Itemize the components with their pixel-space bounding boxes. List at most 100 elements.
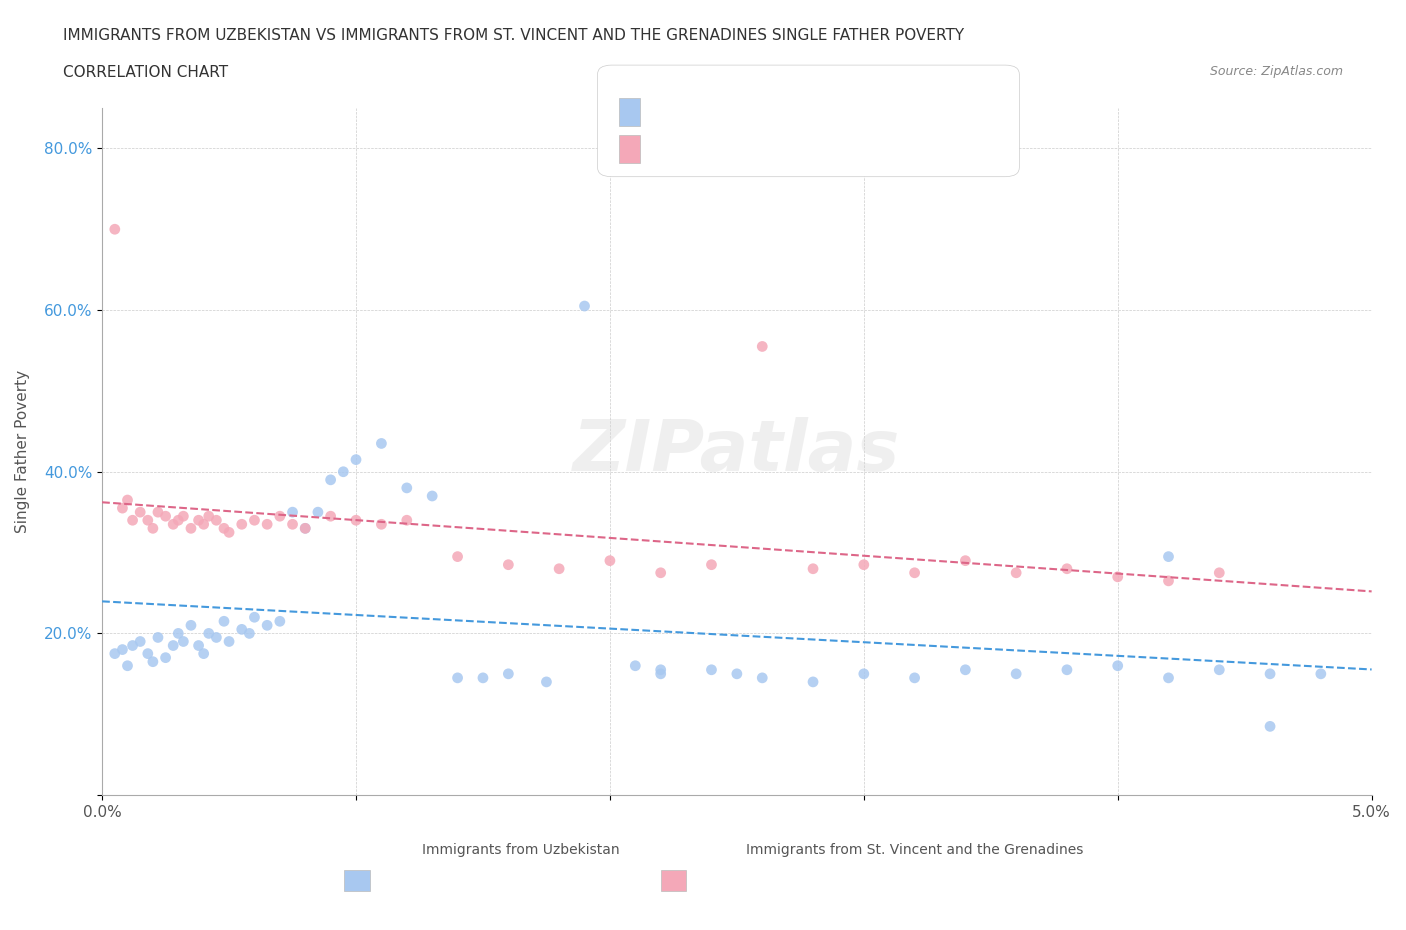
Point <box>256 618 278 632</box>
Point <box>1157 550 1180 565</box>
Point <box>370 517 392 532</box>
Point <box>498 667 520 682</box>
Point <box>1157 574 1180 589</box>
Point <box>231 517 253 532</box>
Point <box>1107 569 1129 584</box>
Point <box>121 638 143 653</box>
Point <box>319 509 342 524</box>
Point <box>117 493 139 508</box>
Point <box>180 618 202 632</box>
Text: CORRELATION CHART: CORRELATION CHART <box>63 65 228 80</box>
Point <box>1208 662 1230 677</box>
Text: IMMIGRANTS FROM UZBEKISTAN VS IMMIGRANTS FROM ST. VINCENT AND THE GRENADINES SIN: IMMIGRANTS FROM UZBEKISTAN VS IMMIGRANTS… <box>63 28 965 43</box>
Point <box>155 650 177 665</box>
Point <box>395 481 418 496</box>
Point <box>725 667 748 682</box>
Point <box>256 517 278 532</box>
Text: N = 57: N = 57 <box>773 95 831 113</box>
Point <box>111 642 134 657</box>
Point <box>212 614 235 629</box>
Point <box>472 671 495 685</box>
Point <box>172 634 194 649</box>
Point <box>269 614 291 629</box>
Point <box>903 671 925 685</box>
Point <box>146 630 169 644</box>
Point <box>650 565 672 580</box>
Point <box>1005 565 1028 580</box>
Point <box>136 646 159 661</box>
Point <box>104 646 127 661</box>
Point <box>167 512 190 527</box>
Text: Immigrants from Uzbekistan: Immigrants from Uzbekistan <box>422 844 620 857</box>
Point <box>1309 667 1331 682</box>
Point <box>1258 719 1281 734</box>
Y-axis label: Single Father Poverty: Single Father Poverty <box>15 370 30 533</box>
Point <box>536 674 558 689</box>
Point <box>180 521 202 536</box>
Point <box>599 553 621 568</box>
Point <box>548 562 571 577</box>
Point <box>307 505 329 520</box>
Point <box>955 662 977 677</box>
Point <box>281 505 304 520</box>
Point <box>650 662 672 677</box>
Point <box>193 646 215 661</box>
Point <box>155 509 177 524</box>
Point <box>167 626 190 641</box>
Point <box>1056 562 1078 577</box>
Point <box>197 626 219 641</box>
Point <box>751 671 773 685</box>
Point <box>294 521 316 536</box>
Point <box>344 512 367 527</box>
Point <box>193 517 215 532</box>
Point <box>624 658 647 673</box>
Point <box>281 517 304 532</box>
Point <box>142 521 165 536</box>
Point <box>498 557 520 572</box>
Point <box>121 512 143 527</box>
Point <box>1157 671 1180 685</box>
Point <box>218 525 240 539</box>
Point <box>700 557 723 572</box>
Point <box>172 509 194 524</box>
Point <box>197 509 219 524</box>
Point <box>187 512 209 527</box>
Point <box>205 512 228 527</box>
Point <box>801 562 824 577</box>
Point <box>420 488 443 503</box>
Point <box>231 622 253 637</box>
Point <box>751 339 773 354</box>
Text: N = 45: N = 45 <box>773 138 831 155</box>
Point <box>852 667 875 682</box>
Point <box>852 557 875 572</box>
Point <box>129 634 152 649</box>
Point <box>111 500 134 515</box>
Point <box>142 655 165 670</box>
Point <box>319 472 342 487</box>
Point <box>446 671 468 685</box>
Point <box>1056 662 1078 677</box>
Point <box>162 638 184 653</box>
Point <box>117 658 139 673</box>
Point <box>205 630 228 644</box>
Point <box>801 674 824 689</box>
Text: ZIPatlas: ZIPatlas <box>574 417 901 486</box>
Point <box>395 512 418 527</box>
Point <box>212 521 235 536</box>
Point <box>218 634 240 649</box>
Point <box>955 553 977 568</box>
Point <box>700 662 723 677</box>
Point <box>294 521 316 536</box>
Point <box>1208 565 1230 580</box>
Point <box>243 512 266 527</box>
Point <box>903 565 925 580</box>
Point <box>146 505 169 520</box>
Point <box>269 509 291 524</box>
Point <box>650 667 672 682</box>
Point <box>238 626 260 641</box>
Point <box>129 505 152 520</box>
Point <box>344 452 367 467</box>
Text: Immigrants from St. Vincent and the Grenadines: Immigrants from St. Vincent and the Gren… <box>747 844 1083 857</box>
Text: Source: ZipAtlas.com: Source: ZipAtlas.com <box>1209 65 1343 78</box>
Point <box>104 222 127 237</box>
